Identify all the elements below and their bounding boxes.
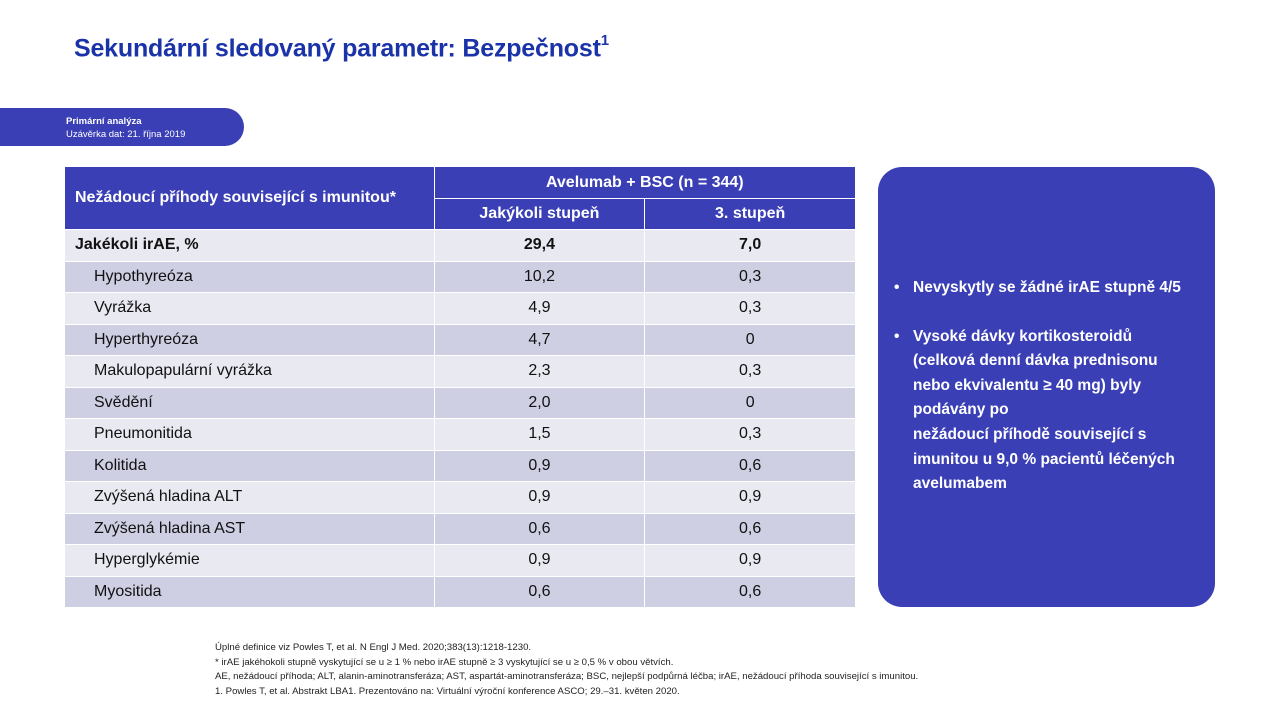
- row-grade-3: 0: [644, 323, 856, 356]
- row-label: Hyperthyreóza: [64, 323, 435, 356]
- row-grade-3: 0,9: [644, 481, 856, 514]
- key-finding-line: nebo ekvivalentu ≥ 40 mg) byly: [913, 376, 1142, 394]
- key-finding-line: nežádoucí příhodě související s: [913, 425, 1147, 443]
- key-findings-list: Nevyskytly se žádné irAE stupně 4/5 Vyso…: [894, 276, 1195, 497]
- row-grade-3: 0: [644, 386, 856, 419]
- key-finding-line: podávány po: [913, 401, 1009, 419]
- footnote-line: * irAE jakéhokoli stupně vyskytující se …: [215, 656, 674, 668]
- row-grade-3: 0,3: [644, 355, 856, 388]
- table-header-grade-3: 3. stupeň: [644, 198, 856, 230]
- title-reference-superscript: 1: [600, 32, 609, 49]
- key-findings-callout: Nevyskytly se žádné irAE stupně 4/5 Vyso…: [878, 167, 1215, 607]
- row-grade-3: 0,3: [644, 260, 856, 293]
- row-label: Vyrážka: [64, 292, 435, 325]
- key-finding-item: Nevyskytly se žádné irAE stupně 4/5: [894, 276, 1195, 301]
- table-row: Pneumonitida 1,5 0,3: [64, 418, 856, 451]
- table-row: Myositida 0,6 0,6: [64, 575, 856, 608]
- footnotes: Úplné definice viz Powles T, et al. N En…: [215, 641, 1055, 699]
- key-finding-line: Vysoké dávky kortikosteroidů: [913, 327, 1133, 345]
- table-row: Zvýšená hladina ALT 0,9 0,9: [64, 481, 856, 514]
- row-label: Hyperglykémie: [64, 544, 435, 577]
- row-grade-3: 0,3: [644, 292, 856, 325]
- key-finding-line: imunitou u 9,0 % pacientů léčených: [913, 450, 1175, 468]
- row-any-grade: 0,9: [433, 544, 646, 577]
- row-label: Makulopapulární vyrážka: [64, 355, 435, 388]
- row-grade-3: 0,3: [644, 418, 856, 451]
- row-any-grade: 0,9: [433, 449, 646, 482]
- footnote-line: Úplné definice viz Powles T, et al. N En…: [215, 642, 532, 653]
- row-grade-3: 0,6: [644, 512, 856, 545]
- table-row: Kolitida 0,9 0,6: [64, 449, 856, 482]
- row-label: Pneumonitida: [64, 418, 435, 451]
- key-finding-line: avelumabem: [913, 475, 1007, 493]
- row-any-grade: 4,7: [433, 323, 646, 356]
- key-finding-item: Vysoké dávky kortikosteroidů (celková de…: [894, 325, 1195, 497]
- row-label: Zvýšená hladina AST: [64, 512, 435, 545]
- table-row: Hyperglykémie 0,9 0,9: [64, 544, 856, 577]
- table-row: Jakékoli irAE, % 29,4 7,0: [64, 229, 856, 262]
- row-any-grade: 0,9: [433, 481, 646, 514]
- row-label: Kolitida: [64, 449, 435, 482]
- row-grade-3: 0,6: [644, 449, 856, 482]
- table-row: Svědění 2,0 0: [64, 386, 856, 419]
- footnote-line: 1. Powles T, et al. Abstrakt LBA1. Preze…: [215, 685, 680, 697]
- row-grade-3: 0,6: [644, 575, 856, 608]
- row-label: Jakékoli irAE, %: [64, 229, 435, 262]
- row-any-grade: 10,2: [433, 260, 646, 293]
- row-label: Hypothyreóza: [64, 260, 435, 293]
- analysis-tag-date: Uzávěrka dat: 21. října 2019: [66, 129, 186, 140]
- row-label: Myositida: [64, 575, 435, 608]
- row-any-grade: 0,6: [433, 575, 646, 608]
- table-row: Hyperthyreóza 4,7 0: [64, 323, 856, 356]
- analysis-tag-title: Primární analýza: [66, 116, 142, 127]
- table-header-category: Nežádoucí příhody související s imunitou…: [64, 166, 435, 230]
- table-header-group: Avelumab + BSC (n = 344): [433, 166, 857, 199]
- footnote-line: AE, nežádoucí příhoda; ALT, alanin-amino…: [215, 671, 919, 683]
- table-row: Hypothyreóza 10,2 0,3: [64, 260, 856, 293]
- row-any-grade: 2,0: [433, 386, 646, 419]
- row-any-grade: 29,4: [433, 229, 646, 262]
- row-grade-3: 7,0: [644, 229, 856, 262]
- row-label: Svědění: [64, 386, 435, 419]
- row-any-grade: 1,5: [433, 418, 646, 451]
- irae-table: Nežádoucí příhody související s imunitou…: [64, 166, 857, 608]
- table-row: Makulopapulární vyrážka 2,3 0,3: [64, 355, 856, 388]
- row-label: Zvýšená hladina ALT: [64, 481, 435, 514]
- table-header-any-grade: Jakýkoli stupeň: [433, 198, 646, 230]
- page-title: Sekundární sledovaný parametr: Bezpečnos…: [74, 32, 609, 63]
- analysis-tag: Primární analýza Uzávěrka dat: 21. října…: [0, 108, 244, 146]
- key-finding-line: (celková denní dávka prednisonu: [913, 352, 1158, 370]
- row-any-grade: 0,6: [433, 512, 646, 545]
- table-row: Vyrážka 4,9 0,3: [64, 292, 856, 325]
- row-any-grade: 4,9: [433, 292, 646, 325]
- row-any-grade: 2,3: [433, 355, 646, 388]
- key-finding-text: Nevyskytly se žádné irAE stupně 4/5: [913, 279, 1181, 296]
- page-title-text: Sekundární sledovaný parametr: Bezpečnos…: [74, 34, 601, 63]
- table-row: Zvýšená hladina AST 0,6 0,6: [64, 512, 856, 545]
- row-grade-3: 0,9: [644, 544, 856, 577]
